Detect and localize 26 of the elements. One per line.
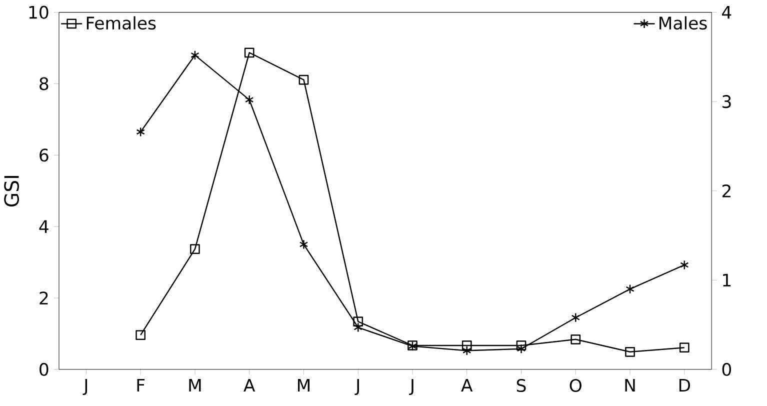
x-tick-label: M: [189, 378, 201, 392]
y2-tick-label: 3: [722, 94, 731, 108]
x-tick-label: J: [409, 378, 414, 395]
y-tick-label: 6: [40, 148, 48, 162]
y2-tick-label: 1: [723, 274, 731, 286]
y-tick-label: 2: [40, 291, 48, 304]
y-tick-label: 8: [40, 77, 48, 90]
x-tick-label: J: [82, 378, 88, 395]
y-tick-label: 0: [40, 362, 48, 376]
x-tick-label: J: [354, 378, 359, 395]
y2-tick-label: 0: [722, 362, 732, 376]
x-tick-label: N: [625, 378, 635, 392]
x-tick-label: A: [244, 378, 256, 392]
x-tick-label: S: [516, 378, 526, 392]
y2-tick-label: 2: [722, 184, 730, 198]
x-tick-label: F: [137, 378, 145, 392]
x-tick-label: D: [679, 378, 690, 392]
x-tick-label: A: [461, 378, 473, 392]
y-tick-label: 4: [39, 220, 48, 233]
legend-label: Females: [86, 16, 156, 30]
y-axis-title: GSI: [4, 176, 19, 206]
legend-label: Males: [660, 16, 707, 30]
x-tick-label: O: [570, 378, 582, 392]
y-tick-label: 10: [29, 6, 48, 19]
y2-tick-label: 4: [722, 6, 732, 18]
x-tick-label: M: [298, 378, 310, 392]
